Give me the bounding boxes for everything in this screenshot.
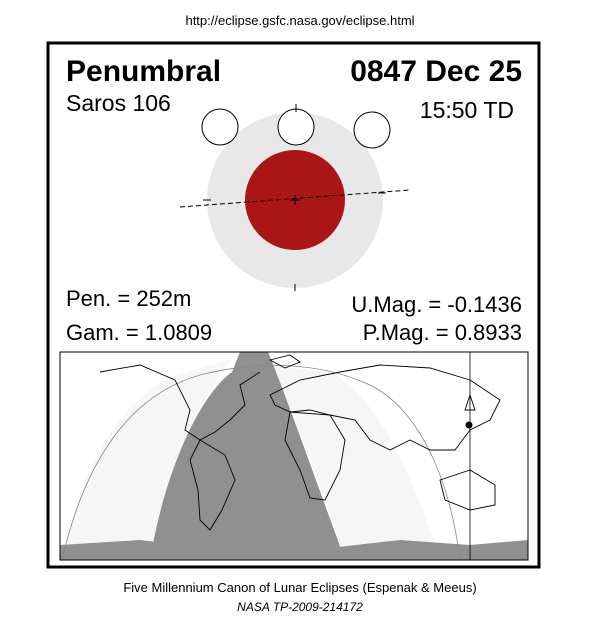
saros: Saros 106 [66, 90, 171, 116]
shadow-diagram [179, 104, 411, 291]
penumbral-magnitude: P.Mag. = 0.8933 [363, 320, 522, 345]
eclipse-type: Penumbral [66, 55, 221, 88]
antarctica [60, 540, 528, 560]
moon-last [353, 111, 391, 149]
canon-credit: Five Millennium Canon of Lunar Eclipses … [123, 580, 476, 595]
greatest-eclipse-point [465, 421, 473, 429]
gamma: Gam. = 1.0809 [66, 320, 212, 345]
time: 15:50 TD [420, 97, 514, 123]
world-map [59, 351, 529, 561]
penumbral-duration: Pen. = 252m [66, 286, 191, 311]
penumbral-zone [62, 360, 230, 560]
umbral-magnitude: U.Mag. = -0.1436 [351, 292, 522, 317]
contact-curve [61, 364, 461, 560]
map-border [59, 351, 529, 561]
source-url: http://eclipse.gsfc.nasa.gov/eclipse.htm… [185, 13, 414, 28]
moon-first [201, 108, 239, 146]
moon-greatest [277, 108, 315, 146]
eclipse-date: 0847 Dec 25 [350, 55, 522, 88]
publication: NASA TP-2009-214172 [237, 600, 363, 614]
